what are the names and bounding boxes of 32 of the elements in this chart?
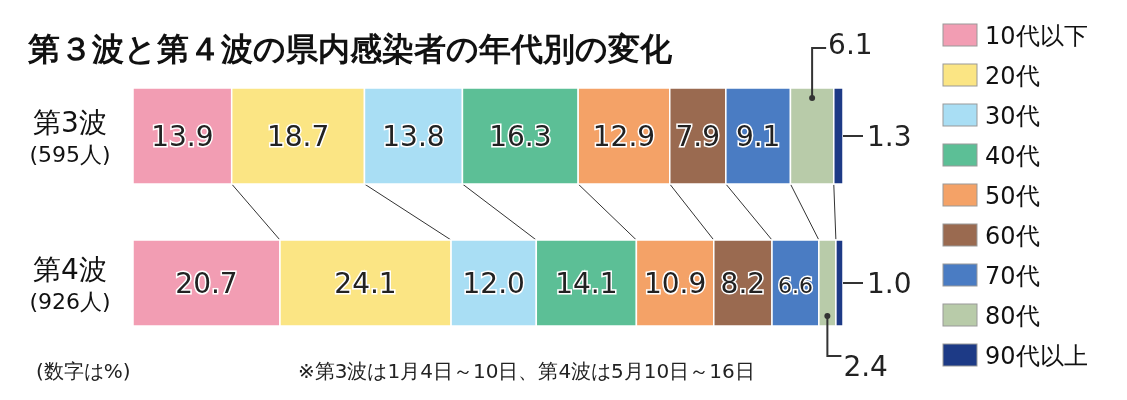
data-label: 2.4	[843, 350, 888, 383]
text: ※第3波は1月4日～10日、第4波は5月10日～16日	[298, 359, 755, 383]
legend-label: 90代以上	[985, 342, 1088, 370]
legend-label: 80代	[985, 302, 1040, 330]
data-label: 20.7	[175, 267, 238, 300]
y-tick-label: 第4波 (926人)	[29, 253, 111, 314]
legend-label: 50代	[985, 182, 1040, 210]
legend-label: 30代	[985, 102, 1040, 130]
data-label: 6.1	[828, 28, 873, 61]
data-label: 8.2	[720, 267, 766, 300]
legend-label: 60代	[985, 222, 1040, 250]
data-label: 1.3	[867, 120, 912, 153]
data-label: 24.1	[334, 267, 397, 300]
chart-title: 第３波と第４波の県内感染者の年代別の変化	[27, 30, 673, 68]
data-label: 7.9	[675, 120, 721, 153]
data-label: 6.6	[777, 273, 813, 298]
data-label: 13.8	[382, 120, 445, 153]
legend-label: 20代	[985, 62, 1040, 90]
data-label: 14.1	[555, 267, 618, 300]
legend-label: 10代以下	[985, 22, 1088, 50]
y-tick-label: 第3波 (595人)	[29, 106, 111, 167]
legend-label: 40代	[985, 142, 1040, 170]
data-label: 1.0	[867, 267, 912, 300]
legend-label: 70代	[985, 262, 1040, 290]
data-label: 12.9	[592, 120, 656, 153]
data-label: 9.1	[735, 120, 781, 153]
text: (数字は%)	[36, 359, 131, 383]
data-label: 12.0	[462, 267, 525, 300]
data-label: 18.7	[266, 120, 330, 153]
data-label: 10.9	[643, 267, 707, 300]
data-label: 13.9	[151, 120, 214, 153]
data-label: 16.3	[489, 120, 552, 153]
